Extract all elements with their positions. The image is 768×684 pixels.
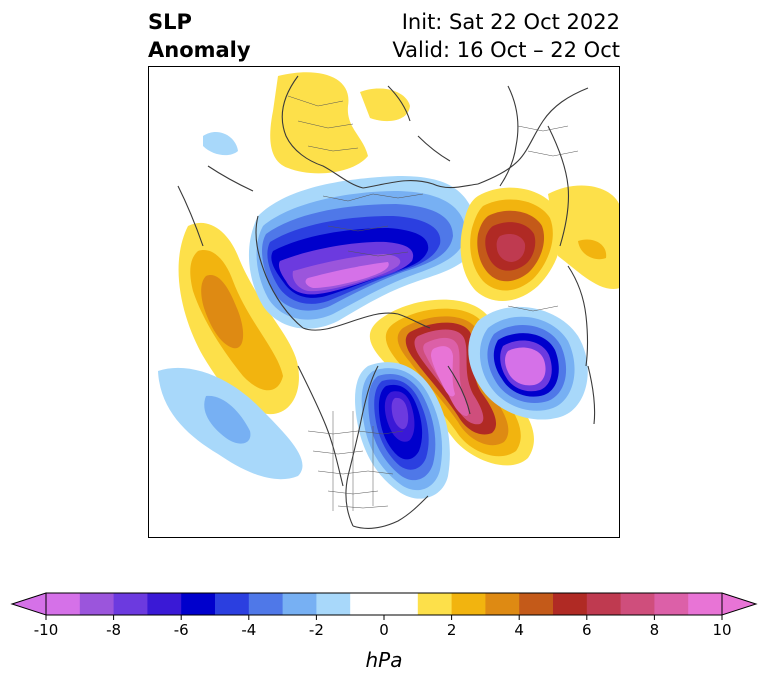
colorbar-swatch xyxy=(519,593,554,615)
colorbar-swatch xyxy=(417,593,453,615)
colorbar-swatch xyxy=(688,593,723,615)
colorbar-swatch xyxy=(451,593,486,615)
political-borders xyxy=(287,95,579,511)
high-anomaly-west xyxy=(178,222,299,415)
colorbar-tick-label: 2 xyxy=(447,621,457,639)
colorbar-tick-label: 6 xyxy=(582,621,592,639)
colorbar-tick-label: -8 xyxy=(106,621,121,639)
colorbar-swatch xyxy=(46,593,81,615)
init-date: Init: Sat 22 Oct 2022 xyxy=(401,10,620,34)
colorbar-swatch xyxy=(350,593,419,615)
colorbar-swatch xyxy=(147,593,182,615)
low-anomaly-southwest xyxy=(158,131,303,480)
colorbar-extend-max xyxy=(721,592,758,616)
low-anomaly-north-america xyxy=(355,362,450,499)
title-variable: SLP xyxy=(148,10,192,34)
colorbar-swatch xyxy=(282,593,317,615)
colorbar-swatch xyxy=(181,593,216,615)
colorbar-swatch xyxy=(215,593,250,615)
colorbar-swatch xyxy=(316,593,351,615)
title-left: SLP Anomaly xyxy=(148,8,251,64)
low-anomaly-siberia xyxy=(248,176,479,329)
colorbar-swatch xyxy=(553,593,588,615)
colorbar-swatch xyxy=(113,593,148,615)
coastlines xyxy=(177,75,596,530)
colorbar-ticks: -10 -8 -6 -4 -2 0 2 4 6 8 10 xyxy=(34,615,732,639)
colorbar-tick-label: -4 xyxy=(241,621,256,639)
colorbar-tick-label: -2 xyxy=(309,621,324,639)
colorbar-tick-label: 8 xyxy=(650,621,660,639)
colorbar-swatch xyxy=(485,593,520,615)
colorbar-swatch xyxy=(654,593,689,615)
colorbar-swatch xyxy=(79,593,115,615)
colorbar-extend-min xyxy=(10,592,47,616)
colorbar-tick-label: 10 xyxy=(712,621,731,639)
title-type: Anomaly xyxy=(148,38,251,62)
colorbar-tick-label: 0 xyxy=(379,621,389,639)
slp-anomaly-map xyxy=(148,66,620,538)
colorbar: -10 -8 -6 -4 -2 0 2 4 6 8 10 hPa xyxy=(10,592,758,672)
colorbar-tick-label: -10 xyxy=(34,621,59,639)
colorbar-swatch xyxy=(586,593,622,615)
high-anomaly-east xyxy=(548,185,620,289)
title-right: Init: Sat 22 Oct 2022 Valid: 16 Oct – 22… xyxy=(392,8,620,64)
colorbar-tick-label: 4 xyxy=(514,621,524,639)
colorbar-tick-label: -6 xyxy=(174,621,189,639)
colorbar-swatches xyxy=(10,592,758,616)
valid-range: Valid: 16 Oct – 22 Oct xyxy=(392,38,620,62)
high-anomaly-asia xyxy=(460,187,562,302)
colorbar-unit-label: hPa xyxy=(366,648,403,672)
colorbar-swatch xyxy=(248,593,284,615)
colorbar-swatch xyxy=(620,593,655,615)
low-anomaly-pacific xyxy=(468,306,588,420)
